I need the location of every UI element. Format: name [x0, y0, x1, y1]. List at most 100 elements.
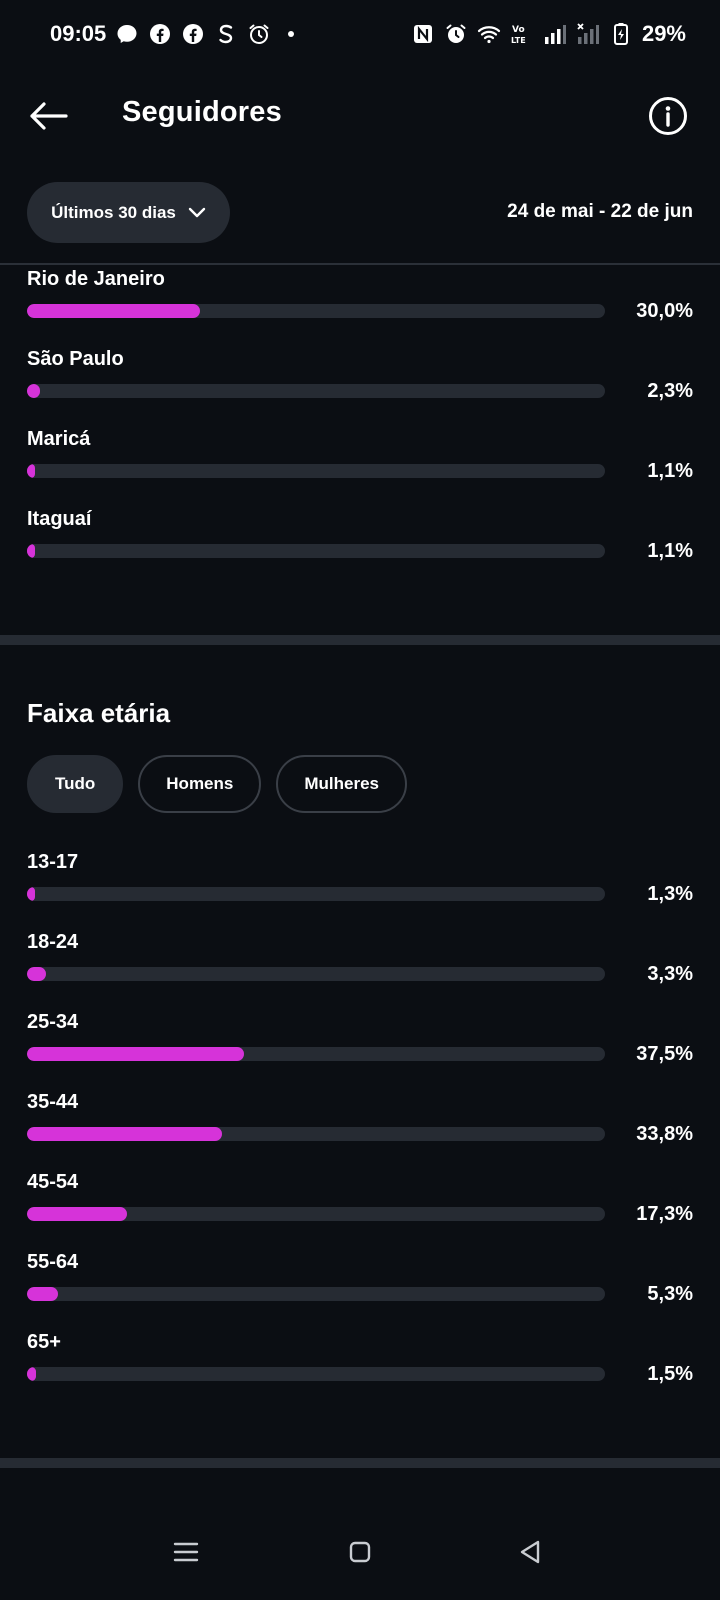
header-divider	[0, 263, 720, 265]
notification-dot	[288, 31, 295, 37]
home-button[interactable]	[338, 1530, 382, 1574]
age-label: 35-44	[27, 1091, 79, 1113]
city-label: Maricá	[27, 428, 91, 450]
messenger-icon	[115, 22, 139, 46]
age-bar-fill	[27, 967, 47, 981]
age-label: 18-24	[27, 931, 79, 953]
svg-text:Vo: Vo	[512, 25, 525, 35]
app-bar: Seguidores	[0, 78, 720, 154]
tab-homens[interactable]: Homens	[138, 755, 262, 813]
home-square-icon	[349, 1541, 371, 1563]
city-label: Itaguaí	[27, 508, 92, 530]
age-row: 25-34 37,5%	[27, 1011, 693, 1071]
tab-tudo[interactable]: Tudo	[27, 755, 124, 813]
filter-row: Últimos 30 dias 24 de mai - 22 de jun	[0, 182, 720, 244]
age-label: 55-64	[27, 1251, 79, 1273]
age-value: 17,3%	[636, 1203, 693, 1225]
city-row: Rio de Janeiro 30,0%	[27, 268, 693, 328]
info-button[interactable]	[646, 94, 690, 138]
menu-button[interactable]	[164, 1530, 208, 1574]
page-title: Seguidores	[122, 96, 282, 128]
wifi-icon	[477, 22, 501, 46]
age-label: 25-34	[27, 1011, 79, 1033]
status-left: 09:05	[50, 21, 295, 47]
alarm-icon	[247, 22, 271, 46]
section-divider	[0, 635, 720, 645]
age-bar-track	[27, 1287, 605, 1301]
age-value: 37,5%	[636, 1043, 693, 1065]
svg-text:LTE: LTE	[511, 36, 526, 45]
city-label: Rio de Janeiro	[27, 268, 165, 290]
age-bar-track	[27, 1047, 605, 1061]
period-dropdown[interactable]: Últimos 30 dias	[27, 182, 230, 243]
battery-percent: 29%	[641, 21, 686, 46]
status-bar: 09:05 Vo LTE	[0, 0, 720, 68]
tab-mulheres[interactable]: Mulheres	[276, 755, 407, 813]
menu-icon	[173, 1542, 199, 1562]
city-bar-fill	[27, 304, 201, 318]
age-bar-fill	[27, 1287, 58, 1301]
back-triangle-icon	[520, 1540, 540, 1564]
age-row: 65+ 1,5%	[27, 1331, 693, 1391]
age-bar-fill	[27, 1127, 223, 1141]
back-nav-button[interactable]	[508, 1530, 552, 1574]
age-section-title: Faixa etária	[27, 698, 171, 728]
age-row: 35-44 33,8%	[27, 1091, 693, 1151]
system-nav-bar	[0, 1520, 720, 1600]
facebook-icon	[148, 22, 172, 46]
age-value: 1,5%	[647, 1363, 693, 1385]
age-bar-track	[27, 1367, 605, 1381]
signal-off-icon	[576, 22, 600, 46]
city-bar-track	[27, 544, 605, 558]
city-value: 2,3%	[647, 380, 693, 402]
arrow-left-icon	[30, 102, 68, 130]
nfc-icon	[411, 22, 435, 46]
city-label: São Paulo	[27, 348, 124, 370]
city-value: 1,1%	[647, 460, 693, 482]
gender-segmented-control: Tudo Homens Mulheres	[27, 755, 407, 817]
age-bar-track	[27, 1207, 605, 1221]
city-bar-track	[27, 304, 605, 318]
age-row: 18-24 3,3%	[27, 931, 693, 991]
age-label: 65+	[27, 1331, 61, 1353]
section-divider	[0, 1458, 720, 1468]
city-value: 30,0%	[636, 300, 693, 322]
back-button[interactable]	[26, 94, 70, 138]
city-bar-track	[27, 464, 605, 478]
age-bar-fill	[27, 1367, 36, 1381]
age-bar-track	[27, 1127, 605, 1141]
age-bar-fill	[27, 887, 35, 901]
status-right: Vo LTE 29%	[411, 21, 686, 47]
age-value: 3,3%	[647, 963, 693, 985]
period-label: Últimos 30 dias	[51, 202, 176, 222]
status-time: 09:05	[50, 21, 107, 46]
age-row: 55-64 5,3%	[27, 1251, 693, 1311]
age-bar-track	[27, 887, 605, 901]
age-value: 1,3%	[647, 883, 693, 905]
date-range: 24 de mai - 22 de jun	[507, 201, 693, 222]
alarm-icon	[444, 22, 468, 46]
age-row: 13-17 1,3%	[27, 851, 693, 911]
chevron-down-icon	[188, 207, 206, 217]
age-value: 33,8%	[636, 1123, 693, 1145]
city-bar-fill	[27, 384, 41, 398]
signal-icon	[543, 22, 567, 46]
city-row: Maricá 1,1%	[27, 428, 693, 488]
age-bar-fill	[27, 1047, 244, 1061]
age-bar-fill	[27, 1207, 127, 1221]
age-bar-track	[27, 967, 605, 981]
age-row: 45-54 17,3%	[27, 1171, 693, 1231]
facebook-icon	[181, 22, 205, 46]
age-value: 5,3%	[647, 1283, 693, 1305]
battery-charging-icon	[609, 22, 633, 46]
s-app-icon	[214, 22, 238, 46]
info-icon	[649, 97, 687, 135]
city-value: 1,1%	[647, 540, 693, 562]
city-row: Itaguaí 1,1%	[27, 508, 693, 568]
city-bar-fill	[27, 544, 35, 558]
city-bar-fill	[27, 464, 35, 478]
city-row: São Paulo 2,3%	[27, 348, 693, 408]
age-label: 13-17	[27, 851, 79, 873]
volte-icon: Vo LTE	[510, 22, 534, 46]
age-label: 45-54	[27, 1171, 79, 1193]
